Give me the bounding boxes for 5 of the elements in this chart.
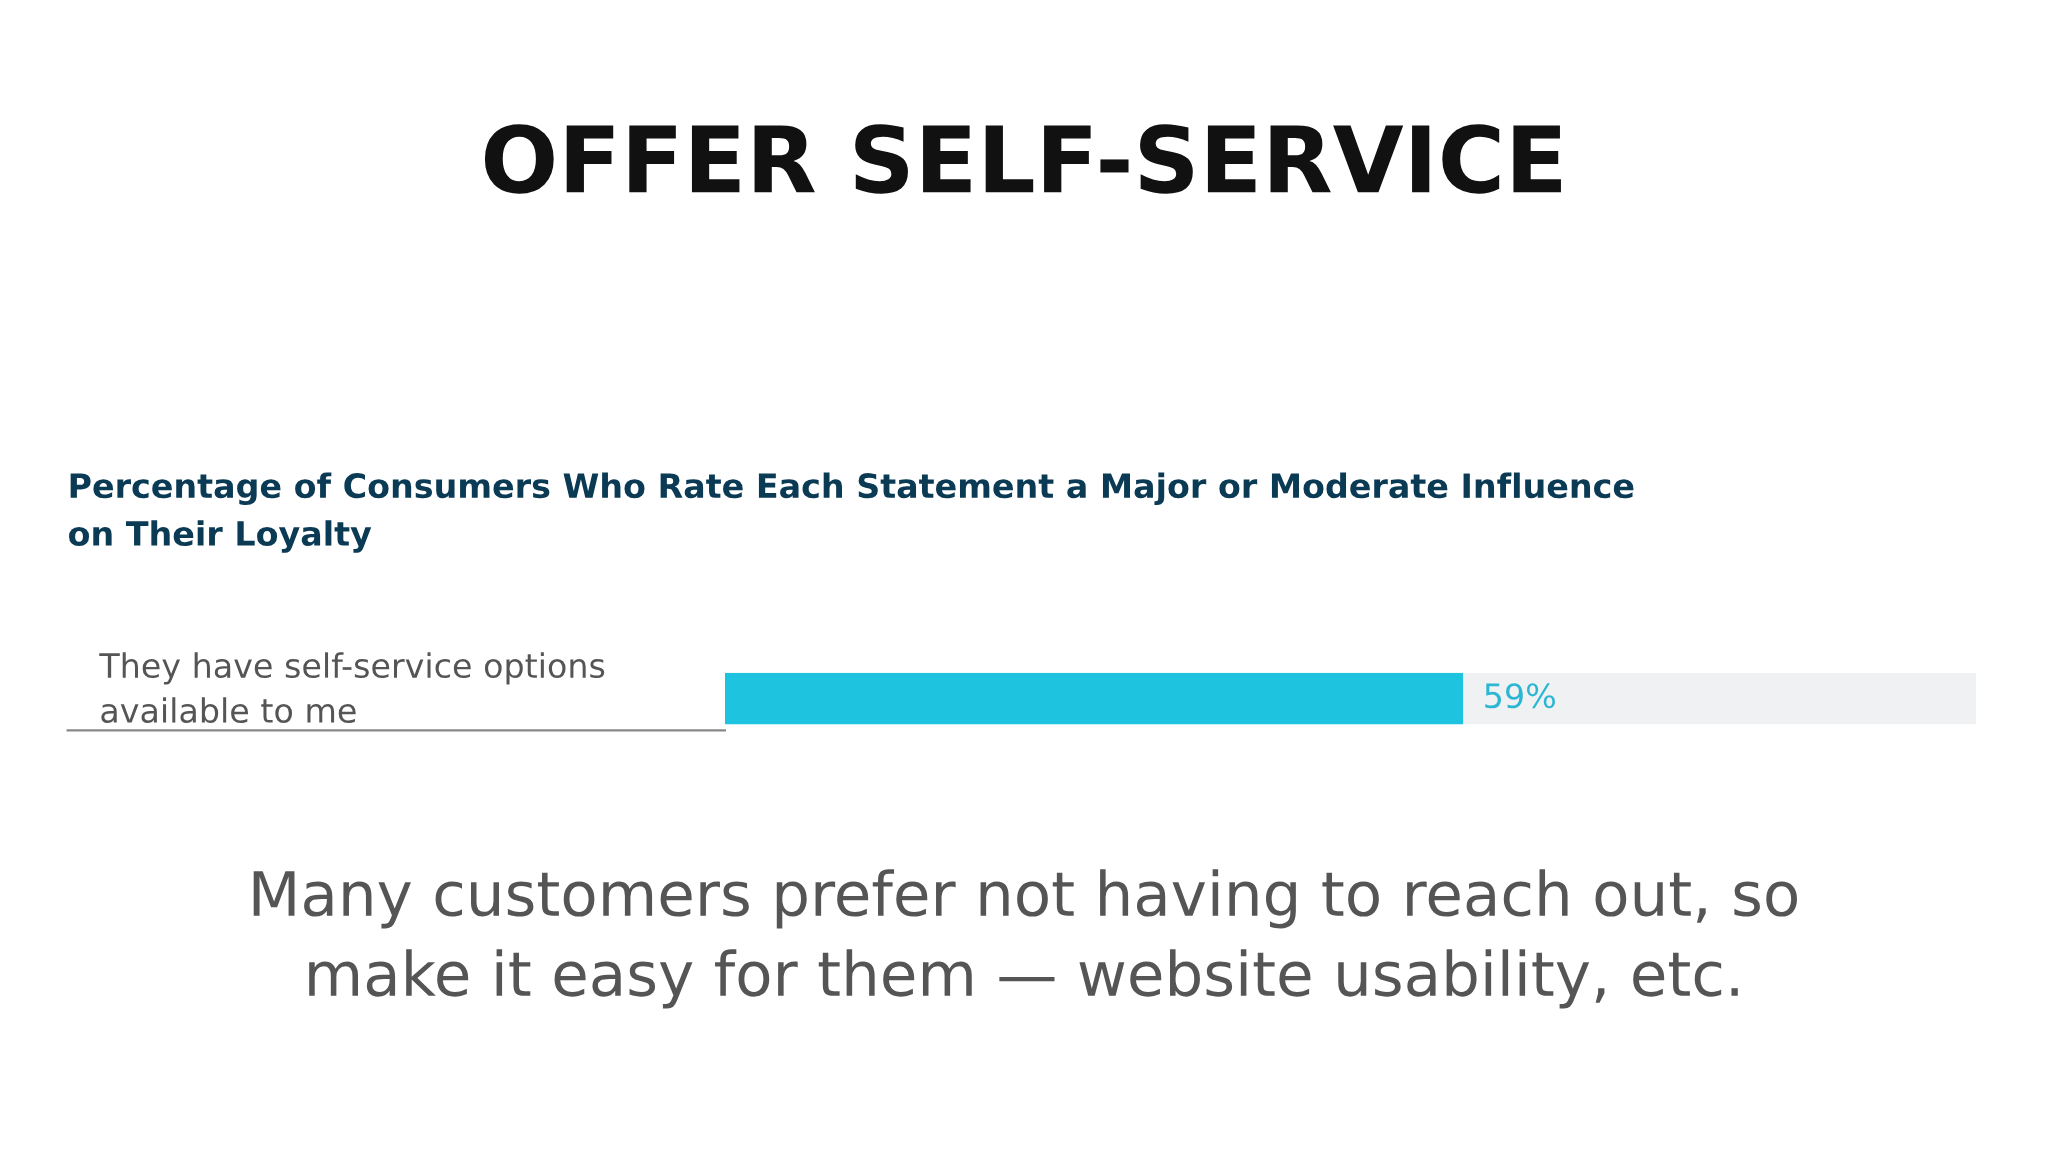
y-tick-label: They have self-service options available to me <box>99 652 605 724</box>
chart-subtitle: Percentage of Consumers Who Rate Each Statement a Major or Moderate Influence on Their Loyalty <box>69 472 1634 553</box>
text: Many customers prefer not having to reach out, so make it easy for them — website usability, etc. <box>253 869 1797 1009</box>
chart-title: OFFER SELF-SERVICE <box>484 124 1561 194</box>
data-label: 59% <box>1485 683 1555 709</box>
